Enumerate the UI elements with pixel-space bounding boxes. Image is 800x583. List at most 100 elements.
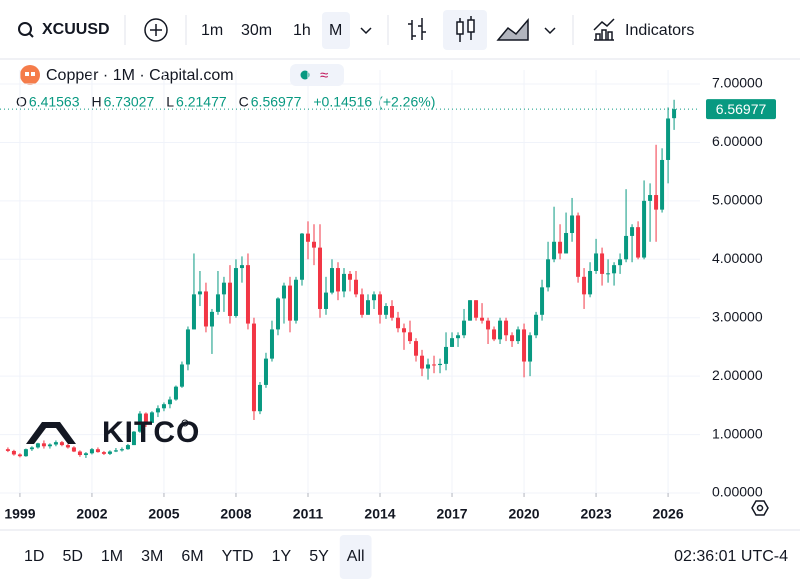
dropdown[interactable]	[360, 27, 372, 35]
candle-body	[618, 259, 623, 266]
change-percent: (+2.26%)	[378, 94, 435, 110]
y-tick-label: 4.00000	[712, 250, 763, 266]
settings-icon[interactable]	[751, 500, 769, 516]
range-button[interactable]: 1D	[24, 548, 44, 565]
interval[interactable]: 1h	[293, 22, 311, 39]
settings-shape	[756, 504, 764, 512]
indicators-icon[interactable]	[593, 18, 615, 41]
status-badge	[290, 64, 344, 86]
x-tick-label: 2017	[436, 506, 467, 522]
toolbar: XCUUSD 1m 30m 1h M Indicators	[18, 10, 694, 50]
candle-body	[5, 449, 10, 451]
area-icon[interactable]	[496, 17, 529, 41]
x-tick-label: 2023	[580, 506, 611, 522]
candle-body	[185, 329, 190, 365]
interval[interactable]: 30m	[241, 22, 272, 39]
interval-active	[322, 12, 350, 49]
candle-body	[402, 328, 407, 333]
bars-icon[interactable]	[408, 18, 426, 40]
symbol-logo	[20, 65, 40, 85]
y-tick-label: 2.00000	[712, 367, 763, 383]
candle-body	[420, 355, 425, 369]
candles-icon	[456, 21, 464, 35]
indicators[interactable]: Indicators	[625, 22, 694, 39]
candle-body	[414, 341, 419, 356]
candle-body	[305, 233, 310, 242]
candle-body	[173, 386, 178, 400]
range-button[interactable]: YTD	[222, 548, 254, 565]
candle-body	[468, 300, 473, 321]
candle-body	[149, 412, 154, 423]
range-active	[339, 535, 372, 579]
clock: 02:36:01 UTC-4	[674, 548, 788, 565]
candle-body	[23, 449, 28, 457]
range-button[interactable]: 5Y	[309, 548, 329, 565]
interval[interactable]: 1m	[201, 22, 223, 39]
range-button[interactable]: 1Y	[272, 548, 292, 565]
candle-body	[642, 200, 647, 258]
candle-body	[564, 233, 569, 254]
candle-body	[480, 317, 485, 321]
candle-body	[384, 306, 389, 315]
candle-body	[29, 447, 34, 450]
range-button[interactable]: 6M	[181, 548, 203, 565]
candle-body	[426, 364, 431, 369]
last-price-box	[706, 99, 776, 120]
y-tick-label: 5.00000	[712, 192, 763, 208]
y-tick-label: 0.00000	[712, 484, 763, 500]
candle-body	[576, 215, 581, 277]
candle-body	[275, 298, 280, 330]
candle-body	[257, 384, 262, 412]
candle-body	[245, 265, 250, 324]
add-button[interactable]	[144, 18, 168, 42]
candle-body	[588, 270, 593, 295]
candle-body	[77, 451, 82, 456]
status-dot	[300, 70, 310, 80]
candle-body	[197, 291, 202, 295]
candle-body	[378, 294, 383, 315]
interval[interactable]: M	[329, 22, 342, 39]
candle-body	[299, 233, 304, 280]
range-button[interactable]: All	[347, 548, 365, 565]
candle-body	[65, 445, 70, 448]
add-icon	[150, 24, 162, 36]
x-tick-label: 2011	[293, 506, 324, 522]
candle-body	[233, 268, 238, 316]
candle-body	[281, 285, 286, 299]
candle-body	[179, 364, 184, 387]
candle-body	[47, 444, 52, 447]
search-icon	[18, 22, 32, 36]
last-price-label: 6.56977	[716, 101, 767, 117]
candle-body	[672, 109, 677, 119]
candles-active[interactable]	[443, 10, 487, 50]
dropdown[interactable]	[544, 27, 556, 35]
candle-body	[239, 265, 244, 269]
range-button[interactable]: 1M	[101, 548, 123, 565]
x-tick-label: 2008	[220, 506, 251, 522]
y-tick-label: 3.00000	[712, 308, 763, 324]
x-tick-label: 2026	[652, 506, 683, 522]
candle-body	[444, 346, 449, 364]
ohlc-key: L	[166, 94, 174, 110]
x-tick-label: 1999	[4, 506, 35, 522]
symbol-logo	[25, 72, 29, 76]
candle-body	[263, 358, 268, 385]
candle-body	[570, 215, 575, 234]
candle-body	[11, 450, 16, 455]
range-button[interactable]: 3M	[141, 548, 163, 565]
candle-body	[101, 452, 106, 454]
range-button[interactable]: 5D	[62, 548, 82, 565]
candle-body	[113, 450, 118, 452]
candle-body	[510, 335, 515, 342]
candle-body	[161, 404, 166, 409]
symbol[interactable]: XCUUSD	[42, 21, 110, 38]
change: +0.14516	[313, 94, 372, 110]
ohlc-value: 6.21477	[176, 94, 227, 110]
candle-body	[59, 442, 64, 446]
candle-body	[191, 294, 196, 330]
candle-body	[227, 282, 232, 316]
y-tick-label: 1.00000	[712, 425, 763, 441]
candle-body	[456, 335, 461, 339]
